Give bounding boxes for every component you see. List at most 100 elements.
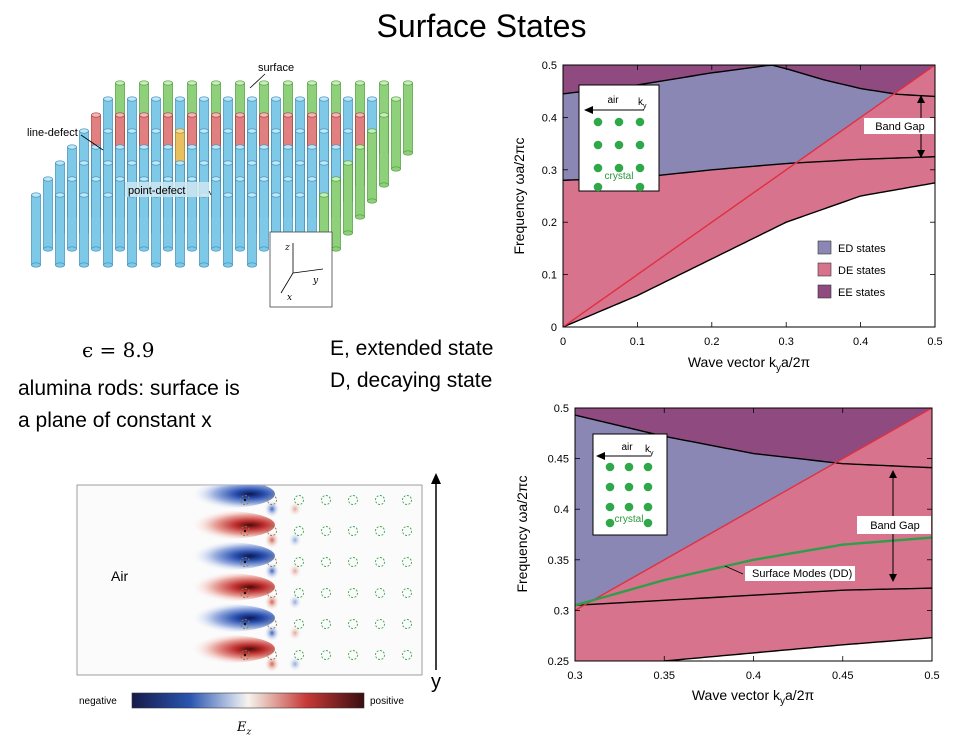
rod-outline <box>321 526 331 536</box>
rod <box>223 192 233 268</box>
rod <box>115 176 125 252</box>
legend-ee: EE states <box>838 287 886 299</box>
crystal-dot <box>593 182 603 192</box>
crystal-dot <box>605 482 615 492</box>
crystal-dot <box>635 117 645 127</box>
field-lobe <box>175 604 275 632</box>
x-tick-label: 0.4 <box>853 336 868 348</box>
crystal-dot <box>614 117 624 127</box>
rod-outline <box>348 526 358 536</box>
rod <box>43 176 53 252</box>
rod-outline <box>348 495 358 505</box>
rod <box>55 192 65 268</box>
y-direction-label: y <box>431 671 441 693</box>
de-region <box>575 588 932 661</box>
line-defect-label: line-defect <box>27 127 78 139</box>
crystal-dot <box>643 518 653 528</box>
field-lobe-small <box>288 594 302 610</box>
crystal-dot <box>593 117 603 127</box>
field-lobe-small <box>288 656 302 672</box>
surface-mode-annotation: Surface Modes (DD) <box>724 565 855 581</box>
y-tick-label: 0.5 <box>542 60 557 72</box>
crystal-dot <box>635 140 645 150</box>
crystal-dot <box>624 462 634 472</box>
rod-center <box>243 560 247 564</box>
rod-center <box>243 653 247 657</box>
rod <box>367 128 377 204</box>
rod-outline <box>402 495 412 505</box>
field-lobe-small <box>288 532 302 548</box>
rod-outline <box>321 588 331 598</box>
band-gap-annotation: Band Gap <box>864 95 934 158</box>
photonic-crystal-illustration: surface line-defect point-defect z y x <box>27 62 413 308</box>
rod <box>403 80 413 156</box>
axis-box: z y x <box>269 231 333 308</box>
rod-outline <box>402 526 412 536</box>
rod-outline <box>294 495 304 505</box>
crystal-dot <box>593 140 603 150</box>
rod-outline <box>267 588 277 598</box>
rod-outline <box>294 619 304 629</box>
rod <box>247 192 257 268</box>
y-tick-label: 0.1 <box>542 270 557 282</box>
rod <box>91 176 101 252</box>
field-lobe-small <box>288 625 302 641</box>
axis-ticks: 0.3 0.35 0.4 0.45 0.5 0.25 0.3 0.35 0.4 0.45 0.5 <box>548 403 940 682</box>
crystal-dot <box>643 482 653 492</box>
rod-outline <box>375 557 385 567</box>
inset-air-label: air <box>621 442 633 453</box>
rod <box>151 192 161 268</box>
rod-outline <box>348 650 358 660</box>
field-pattern-panel: Air y negative positive <box>76 473 441 709</box>
rod-outline <box>402 650 412 660</box>
y-tick-label: 0.3 <box>554 605 569 617</box>
rod-outlines <box>240 495 412 660</box>
rod-outline <box>321 650 331 660</box>
rod-lattice <box>31 80 413 268</box>
crystal-dot <box>624 482 634 492</box>
axis-y-label: y <box>312 276 319 286</box>
rod <box>379 112 389 188</box>
field-lobe <box>175 573 275 601</box>
field-lobe <box>175 511 275 539</box>
rod-outline <box>348 588 358 598</box>
rod-center <box>243 529 247 533</box>
rod-outline <box>267 650 277 660</box>
crystal-dot <box>593 163 603 173</box>
surface-modes-label: Surface Modes (DD) <box>752 568 852 580</box>
rod-outline <box>240 619 250 629</box>
inset-diagram: air ky crystal <box>592 433 668 536</box>
y-tick-label: 0.25 <box>548 656 569 668</box>
rod-outline <box>267 495 277 505</box>
y-tick-label: 0.45 <box>548 454 569 466</box>
extended-state-text: E, extended state <box>330 337 494 360</box>
field-lobe-small <box>264 562 280 580</box>
rod <box>67 176 77 252</box>
field-symbol: Ez <box>237 720 252 738</box>
rod-center <box>243 498 247 502</box>
surface-mode-chart: 0.3 0.35 0.4 0.45 0.5 0.25 0.3 0.35 0.4 0.45 0.5 W… <box>514 403 940 707</box>
rod <box>139 176 149 252</box>
band-lower-line <box>575 587 932 607</box>
rod <box>391 96 401 172</box>
x-tick-label: 0.1 <box>630 336 645 348</box>
ee-region <box>563 65 935 94</box>
description-line-2: a plane of constant x <box>18 409 212 432</box>
crystal-dot <box>605 502 615 512</box>
decaying-state-text: D, decaying state <box>330 369 493 392</box>
rod <box>331 176 341 252</box>
field-lobe-small <box>288 563 302 579</box>
inset-crystal-dots <box>605 462 653 528</box>
rod-outline <box>321 619 331 629</box>
legend-de: DE states <box>838 265 886 277</box>
x-tick-label: 0.5 <box>924 670 939 682</box>
rod <box>127 192 137 268</box>
surface-label: surface <box>258 62 294 74</box>
band-curves <box>575 408 932 661</box>
field-intensity <box>175 485 302 673</box>
rod-outline <box>240 588 250 598</box>
crystal-dot <box>643 462 653 472</box>
rod-outline <box>402 557 412 567</box>
y-tick-label: 0.2 <box>542 217 557 229</box>
rod <box>79 192 89 268</box>
